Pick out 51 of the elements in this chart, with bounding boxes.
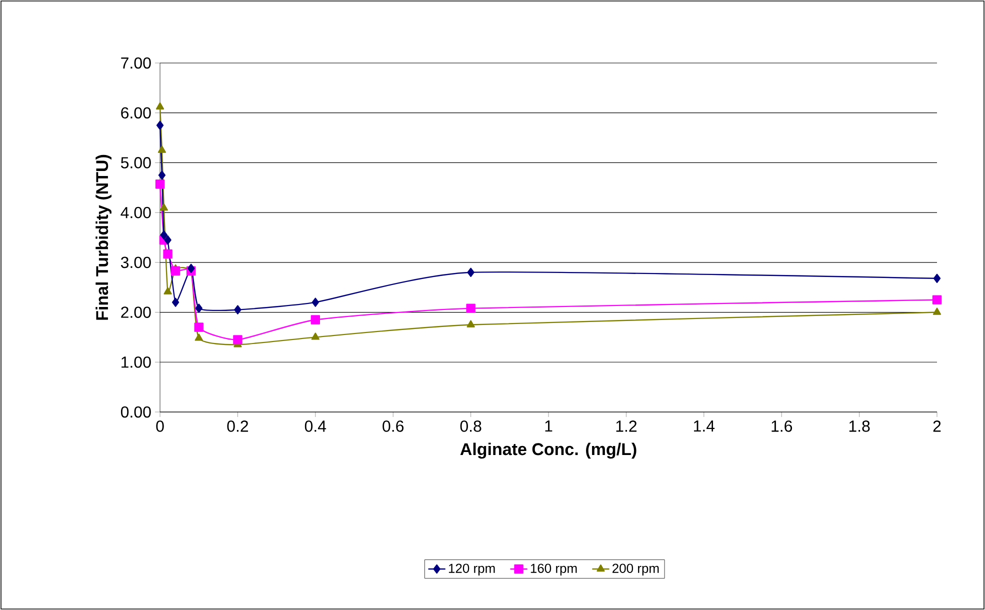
point [158, 146, 166, 153]
point [312, 298, 320, 307]
x-tick-label: 1.2 [616, 420, 637, 432]
point [158, 170, 166, 180]
x-tick-label: 1.4 [694, 420, 715, 432]
y-axis-title: Final Turbidity (NTU) [96, 154, 112, 320]
x-tick-label: 1.8 [849, 420, 870, 432]
point [932, 295, 942, 304]
legend-label: 120 rpm [448, 564, 495, 576]
point [233, 335, 242, 344]
legend-label: 160 rpm [530, 564, 577, 576]
y-tick-label: 4.00 [120, 206, 151, 218]
point [932, 308, 942, 315]
point [164, 287, 172, 294]
point [310, 315, 320, 324]
x-axis-title: Alginate Conc. (mg/L) [460, 442, 636, 459]
legend-label: 200 rpm [612, 564, 659, 576]
x-tick-label: 1 [545, 420, 552, 432]
point [160, 203, 168, 211]
point [187, 264, 195, 274]
point [194, 322, 204, 332]
point [164, 235, 172, 245]
x-tick-label: 0.6 [382, 420, 404, 432]
point [467, 268, 474, 277]
y-tick-label: 2.00 [121, 306, 151, 318]
y-tick-label: 6.00 [121, 107, 151, 119]
point [172, 298, 180, 307]
point [163, 249, 172, 259]
x-tick-label: 1.6 [772, 420, 792, 432]
point [234, 305, 242, 314]
x-tick-label: 0.4 [304, 420, 326, 432]
point [156, 102, 164, 110]
point [933, 274, 941, 283]
point [170, 266, 180, 276]
y-tick-label: 7.00 [121, 57, 151, 69]
y-tick-label: 5.00 [120, 157, 151, 168]
y-tick-label: 1.00 [122, 356, 151, 368]
x-tick-label: 2 [933, 420, 941, 432]
point [466, 320, 475, 328]
x-tick-label: 0.2 [227, 420, 248, 432]
x-tick-label: 0 [156, 420, 164, 432]
point [466, 304, 476, 313]
point [160, 230, 168, 240]
point [156, 120, 164, 130]
x-tick-label: 0.8 [460, 420, 482, 432]
point [311, 332, 320, 340]
y-tick-label: 3.00 [120, 256, 151, 268]
point [194, 334, 203, 341]
point [195, 304, 202, 313]
point [155, 180, 165, 189]
y-tick-label: 0.00 [120, 406, 151, 418]
